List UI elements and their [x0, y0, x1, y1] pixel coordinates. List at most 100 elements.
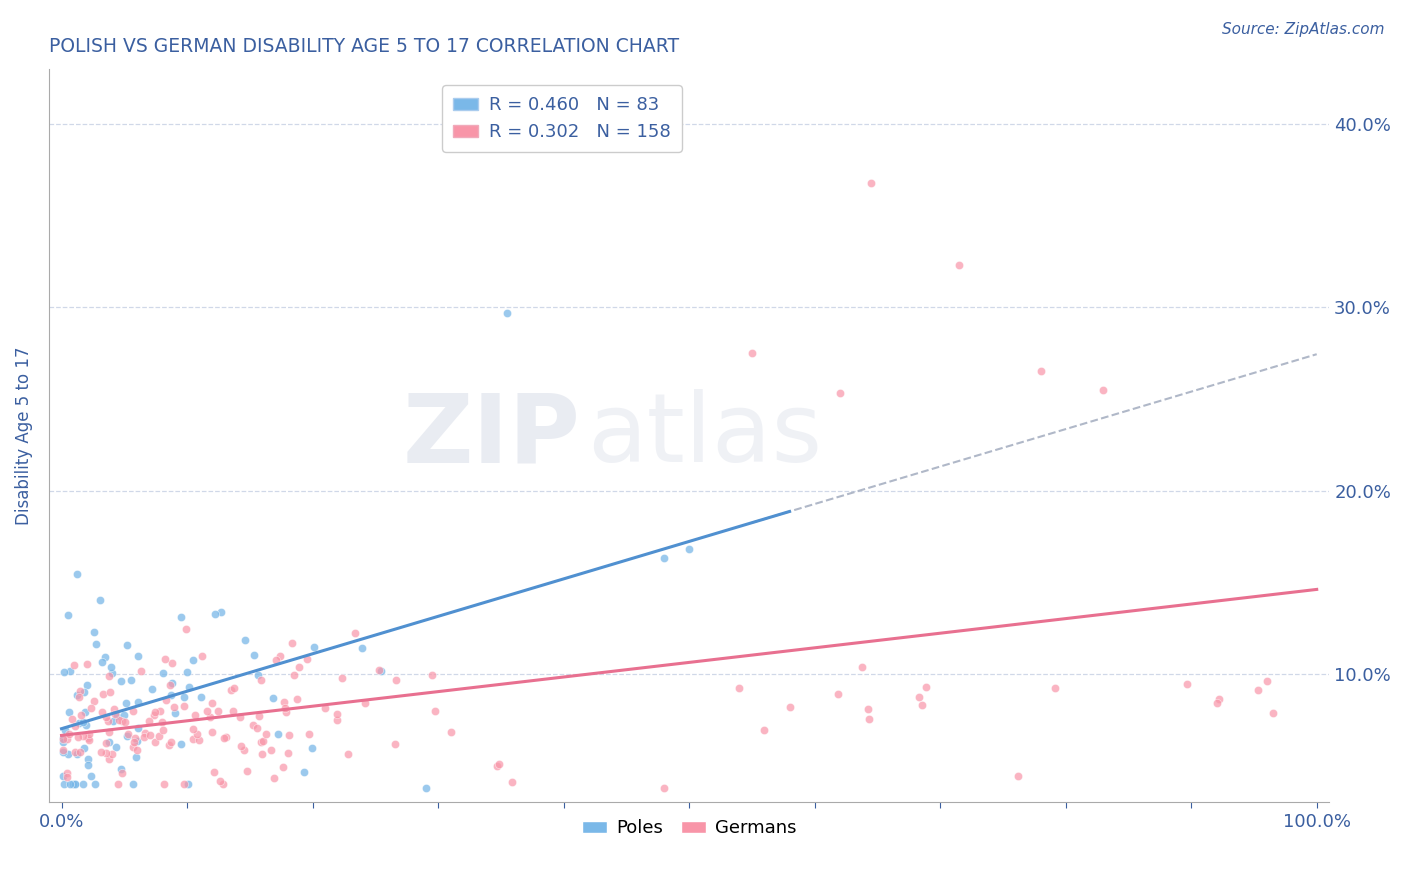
Point — [91, 705, 114, 719]
Point — [96, 710, 118, 724]
Point — [97, 669, 120, 683]
Point — [155, 693, 177, 707]
Point — [117, 729, 139, 743]
Point — [160, 688, 183, 702]
Point — [187, 733, 209, 747]
Point — [63, 777, 86, 791]
Point — [73, 741, 96, 756]
Point — [827, 687, 849, 701]
Point — [124, 731, 146, 745]
Point — [165, 706, 187, 721]
Point — [173, 699, 195, 714]
Y-axis label: Disability Age 5 to 17: Disability Age 5 to 17 — [15, 346, 32, 524]
Point — [652, 551, 675, 566]
Point — [152, 777, 174, 791]
Point — [177, 777, 200, 791]
Point — [368, 663, 391, 677]
Point — [271, 760, 294, 774]
Point — [283, 668, 305, 682]
Point — [207, 704, 229, 718]
Point — [179, 680, 201, 694]
Point — [325, 706, 347, 721]
Point — [112, 708, 135, 723]
Point — [141, 682, 163, 697]
Point — [176, 665, 198, 679]
Point — [233, 743, 256, 757]
Point — [486, 758, 509, 772]
Point — [1007, 769, 1029, 783]
Point — [80, 700, 103, 714]
Point — [134, 725, 156, 739]
Point — [117, 727, 139, 741]
Point — [229, 739, 252, 754]
Point — [134, 730, 156, 744]
Point — [948, 258, 970, 272]
Point — [94, 649, 117, 664]
Point — [186, 727, 208, 741]
Point — [288, 659, 311, 673]
Point — [73, 705, 96, 719]
Point — [415, 780, 437, 795]
Point — [302, 640, 325, 654]
Point — [170, 737, 193, 751]
Point — [143, 707, 166, 722]
Point — [1043, 681, 1066, 696]
Point — [58, 727, 80, 741]
Point — [250, 735, 273, 749]
Point — [254, 727, 277, 741]
Point — [262, 690, 284, 705]
Point — [191, 649, 214, 664]
Point — [120, 673, 142, 688]
Point — [76, 678, 98, 692]
Point — [277, 728, 299, 742]
Point — [110, 674, 132, 689]
Point — [250, 673, 273, 688]
Point — [243, 648, 266, 663]
Point — [170, 609, 193, 624]
Point — [127, 648, 149, 663]
Point — [105, 739, 128, 754]
Point — [384, 673, 406, 688]
Point — [77, 732, 100, 747]
Point — [150, 714, 173, 729]
Point — [157, 738, 180, 752]
Point — [488, 757, 510, 772]
Point — [314, 701, 336, 715]
Point — [67, 730, 90, 744]
Point — [439, 724, 461, 739]
Point — [143, 706, 166, 720]
Point — [63, 777, 86, 791]
Point — [77, 731, 100, 745]
Point — [350, 640, 373, 655]
Point — [754, 723, 776, 737]
Point — [66, 747, 89, 761]
Point — [1256, 673, 1278, 688]
Point — [101, 747, 124, 762]
Point — [198, 710, 221, 724]
Point — [80, 769, 103, 783]
Point — [197, 704, 219, 718]
Point — [103, 702, 125, 716]
Text: atlas: atlas — [586, 389, 823, 482]
Point — [52, 743, 75, 757]
Point — [125, 734, 148, 748]
Point — [55, 723, 77, 737]
Point — [181, 653, 204, 667]
Point — [332, 671, 354, 685]
Point — [208, 773, 231, 788]
Text: ZIP: ZIP — [402, 389, 581, 482]
Legend: Poles, Germans: Poles, Germans — [575, 812, 804, 845]
Point — [97, 714, 120, 728]
Text: POLISH VS GERMAN DISABILITY AGE 5 TO 17 CORRELATION CHART: POLISH VS GERMAN DISABILITY AGE 5 TO 17 … — [49, 37, 679, 56]
Point — [678, 542, 700, 557]
Point — [204, 607, 226, 621]
Point — [229, 710, 252, 724]
Point — [90, 745, 112, 759]
Point — [184, 708, 207, 723]
Point — [58, 705, 80, 719]
Point — [423, 704, 446, 718]
Point — [56, 747, 79, 762]
Point — [273, 694, 295, 708]
Point — [52, 731, 75, 746]
Point — [264, 652, 287, 666]
